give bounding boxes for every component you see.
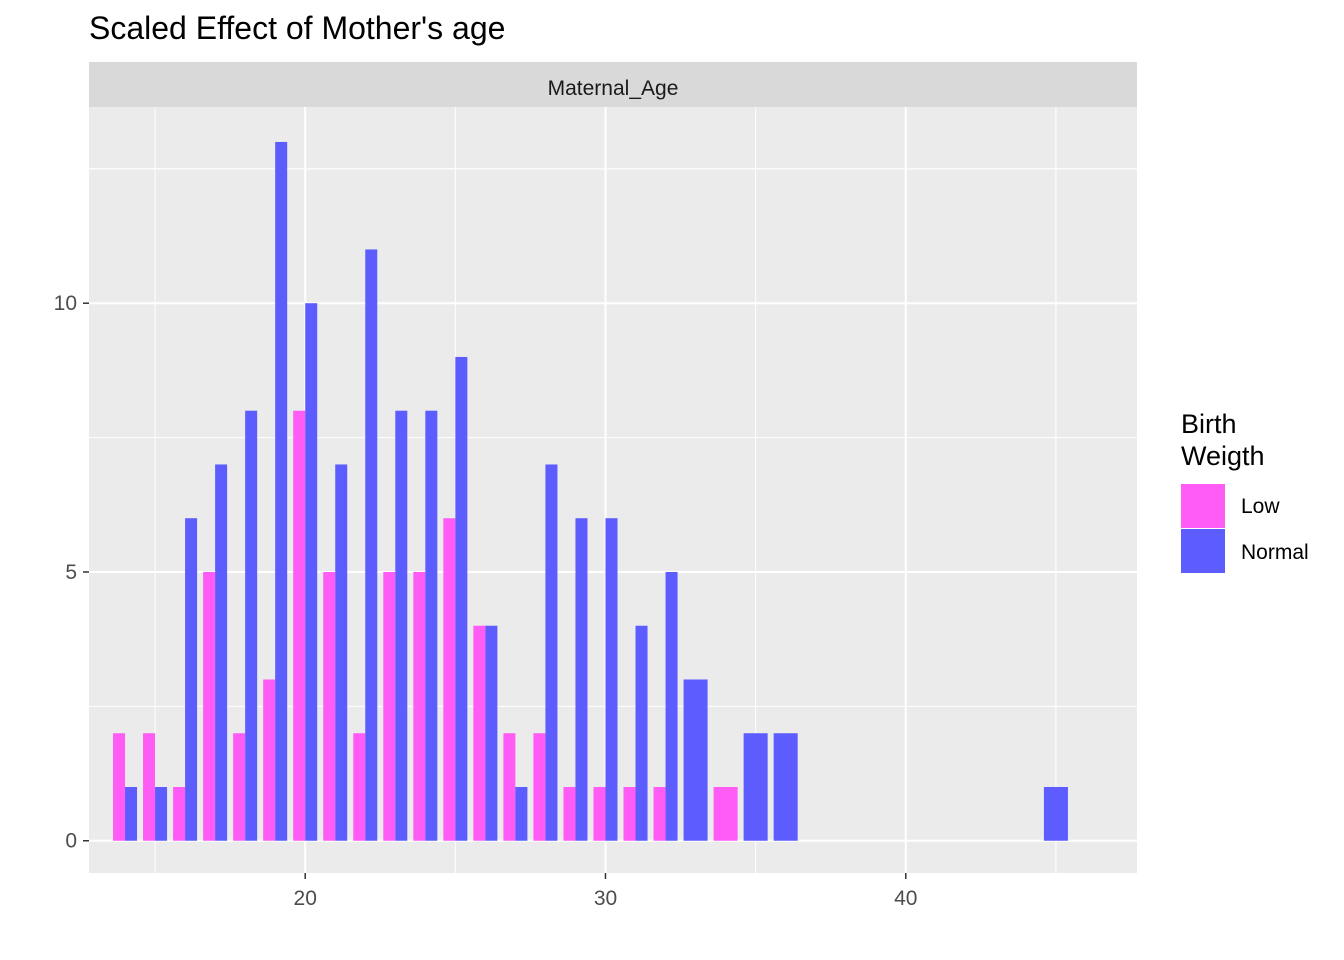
facet-strip bbox=[89, 62, 1137, 107]
bar-low bbox=[293, 410, 306, 841]
bar-low bbox=[233, 733, 246, 841]
bar-normal bbox=[335, 464, 348, 841]
bar-normal bbox=[635, 625, 648, 841]
bar-normal bbox=[545, 464, 558, 841]
bar-low bbox=[473, 625, 486, 841]
bar-normal bbox=[455, 356, 468, 841]
bar-normal bbox=[683, 679, 708, 841]
bar-normal bbox=[155, 786, 168, 841]
bar-normal bbox=[665, 571, 678, 841]
bar-low bbox=[503, 733, 516, 841]
bar-normal bbox=[215, 464, 228, 841]
bar-low bbox=[623, 786, 636, 841]
x-tick-label: 40 bbox=[894, 887, 917, 910]
x-tick-label: 30 bbox=[594, 887, 617, 910]
legend-title: Birth Weigth bbox=[1181, 408, 1331, 472]
legend-label-normal: Normal bbox=[1241, 541, 1309, 564]
bar-normal bbox=[365, 249, 378, 841]
bar-normal bbox=[395, 410, 408, 841]
bar-normal bbox=[605, 518, 618, 841]
bar-low bbox=[563, 786, 576, 841]
bar-low bbox=[203, 571, 216, 841]
bar-low bbox=[353, 733, 366, 841]
legend-title-line-2: Weigth bbox=[1181, 441, 1265, 471]
bar-normal bbox=[743, 733, 768, 841]
bar-normal bbox=[245, 410, 258, 841]
x-tick-label: 20 bbox=[294, 887, 317, 910]
bar-low bbox=[143, 733, 156, 841]
bar-low bbox=[713, 786, 738, 841]
legend-key-normal bbox=[1181, 529, 1225, 573]
bar-normal bbox=[773, 733, 798, 841]
bar-low bbox=[383, 571, 396, 841]
bar-normal bbox=[1043, 786, 1068, 841]
bar-low bbox=[653, 786, 666, 841]
bar-low bbox=[113, 733, 126, 841]
bar-normal bbox=[425, 410, 438, 841]
bar-low bbox=[173, 786, 186, 841]
bar-normal bbox=[515, 786, 528, 841]
bar-normal bbox=[125, 786, 138, 841]
bar-low bbox=[263, 679, 276, 841]
bar-low bbox=[593, 786, 606, 841]
y-tick-label: 10 bbox=[54, 292, 77, 315]
y-tick-label: 0 bbox=[65, 830, 77, 853]
legend-key-low bbox=[1181, 484, 1225, 528]
bar-low bbox=[533, 733, 546, 841]
bar-normal bbox=[485, 625, 498, 841]
y-tick-label: 5 bbox=[65, 561, 77, 584]
bar-normal bbox=[305, 303, 318, 841]
bar-low bbox=[443, 518, 456, 841]
bar-low bbox=[413, 571, 426, 841]
bar-normal bbox=[185, 518, 198, 841]
bar-normal bbox=[275, 141, 288, 841]
bar-normal bbox=[575, 518, 588, 841]
chart-title: Scaled Effect of Mother's age bbox=[89, 10, 506, 46]
legend-title-line-1: Birth bbox=[1181, 409, 1237, 439]
facet-strip-label: Maternal_Age bbox=[548, 77, 679, 100]
legend-label-low: Low bbox=[1241, 495, 1280, 518]
bar-low bbox=[323, 571, 336, 841]
